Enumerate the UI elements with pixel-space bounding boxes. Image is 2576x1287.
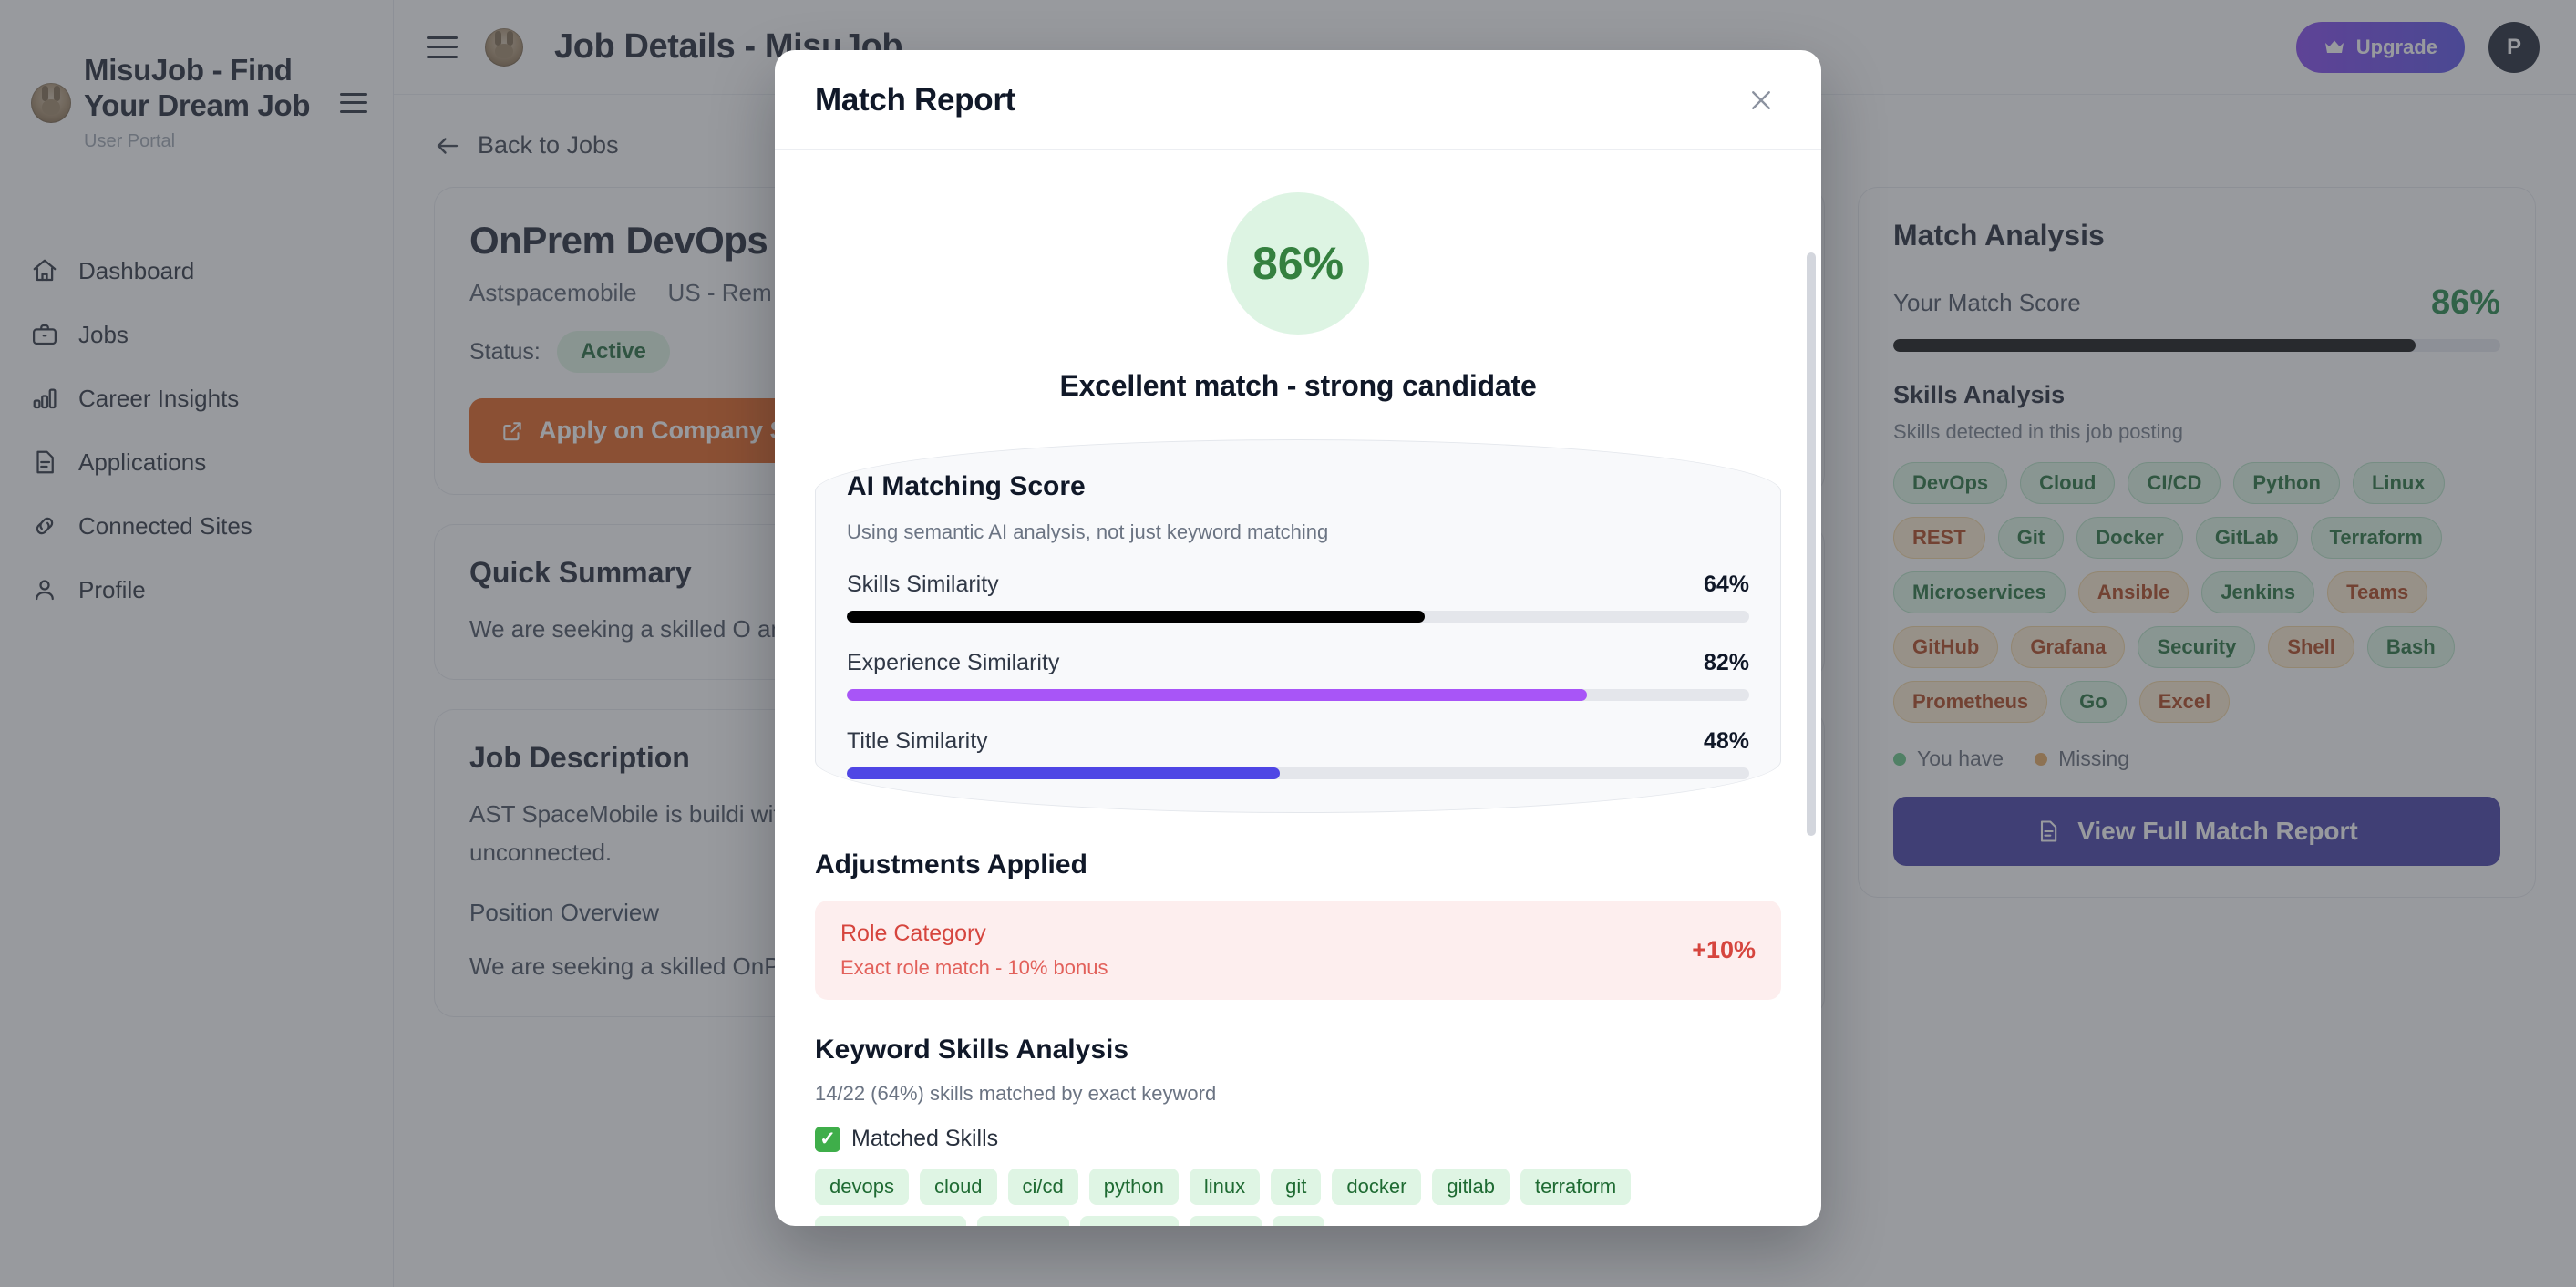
ai-matching-score-section: AI Matching Score Using semantic AI anal… [815,439,1781,813]
similarity-value: 48% [1703,728,1749,754]
matched-skill-chip: python [1088,1169,1179,1205]
matched-skill-chip: docker [1332,1169,1422,1205]
overall-score-circle: 86% [1227,192,1369,335]
matched-skill-chip: bash [1189,1216,1262,1226]
matched-skills-heading: ✓ Matched Skills [815,1126,1781,1152]
modal-body: 86% Excellent match - strong candidate A… [775,150,1821,1226]
similarity-label: Skills Similarity [847,571,999,597]
keyword-skills-summary: 14/22 (64%) skills matched by exact keyw… [815,1082,1217,1105]
modal-title: Match Report [815,81,1016,118]
similarity-progress-bar [847,611,1749,623]
similarity-row: Skills Similarity 64% [847,571,1749,623]
similarity-row: Title Similarity 48% [847,728,1749,779]
similarity-progress-bar [847,767,1749,779]
matched-skill-chip: security [1079,1216,1179,1226]
matched-skill-chip: terraform [1520,1169,1632,1205]
keyword-skills-title: Keyword Skills Analysis [815,1035,1129,1065]
adjustment-item: Role Category Exact role match - 10% bonu… [815,901,1781,1000]
similarity-value: 64% [1703,571,1749,597]
match-report-modal: Match Report 86% Excellent match - stron… [775,50,1821,1226]
overall-score-value: 86% [1252,238,1345,289]
ai-matching-score-title: AI Matching Score [847,471,1086,501]
close-button[interactable] [1741,80,1781,120]
similarity-label: Title Similarity [847,728,988,754]
matched-skill-chip: git [1271,1169,1322,1205]
similarity-row: Experience Similarity 82% [847,650,1749,701]
similarity-label: Experience Similarity [847,650,1060,675]
overall-score-caption: Excellent match - strong candidate [1059,369,1537,402]
matched-skill-chips: devops cloud ci/cd python linux git docker gitl… [815,1169,1781,1226]
matched-skill-chip: ci/cd [1007,1169,1078,1205]
modal-scrollbar[interactable] [1807,252,1816,1226]
similarity-value: 82% [1703,650,1749,675]
modal-header: Match Report [775,50,1821,150]
close-icon [1752,90,1770,109]
matched-skills-label: Matched Skills [851,1126,999,1151]
similarity-progress-bar [847,689,1749,701]
matched-skill-chip: cloud [919,1169,997,1205]
matched-skill-chip: go [1273,1216,1324,1226]
matched-skill-chip: gitlab [1432,1169,1510,1205]
adjustment-name: Role Category [840,921,986,946]
adjustment-value: +10% [1692,936,1756,963]
adjustment-description: Exact role match - 10% bonus [840,956,1108,979]
ai-matching-score-desc: Using semantic AI analysis, not just key… [847,520,1329,543]
check-icon: ✓ [815,1126,840,1152]
matched-skill-chip: linux [1189,1169,1261,1205]
adjustments-list: Role Category Exact role match - 10% bonu… [815,901,1781,1000]
matched-skill-chip: devops [815,1169,909,1205]
adjustments-title: Adjustments Applied [815,849,1087,880]
matched-skill-chip: jenkins [977,1216,1069,1226]
matched-skill-chip: microservices [815,1216,967,1226]
